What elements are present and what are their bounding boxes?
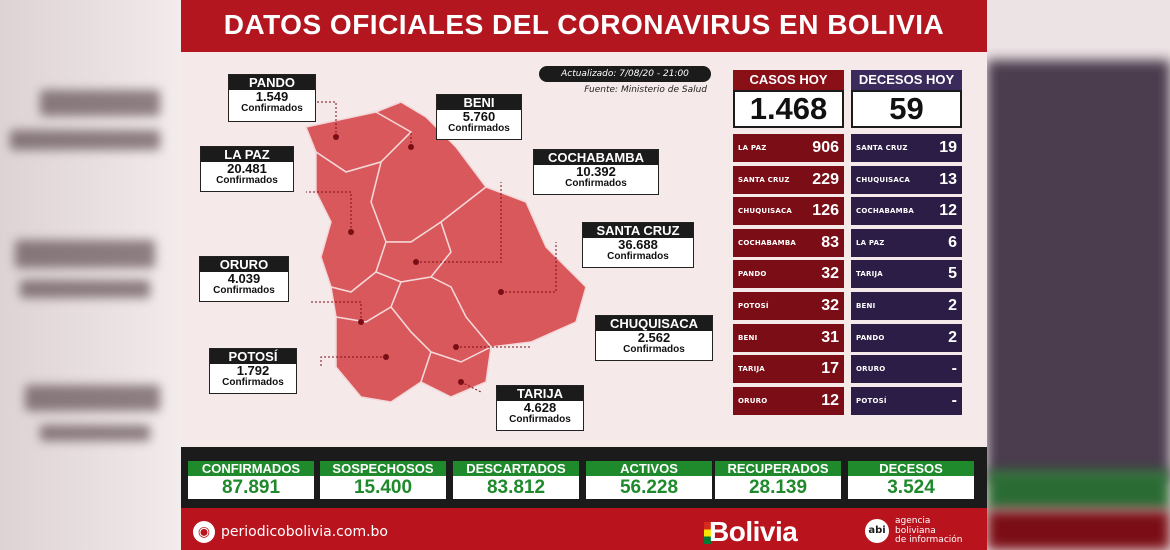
- stat-activos: ACTIVOS 56.228: [586, 461, 712, 501]
- dept-label-beni: BENI 5.760 Confirmados: [436, 94, 522, 140]
- stat-recuperados: RECUPERADOS 28.139: [715, 461, 841, 501]
- agency-name: agencia boliviana de información: [895, 516, 963, 545]
- deaths-row: ORURO -: [851, 355, 962, 384]
- deaths-row: BENI 2: [851, 291, 962, 320]
- cases-row: ORURO 12: [733, 386, 844, 415]
- cases-row: COCHABAMBA 83: [733, 228, 844, 257]
- updated-timestamp: Actualizado: 7/08/20 - 21:00: [539, 66, 711, 82]
- deaths-today-header: DECESOS HOY: [851, 70, 962, 90]
- dept-label-pando: PANDO 1.549 Confirmados: [228, 74, 316, 122]
- cases-row: PANDO 32: [733, 260, 844, 289]
- cases-row: SANTA CRUZ 229: [733, 165, 844, 194]
- deaths-today-panel: DECESOS HOY 59 SANTA CRUZ 19 CHUQUISACA 13…: [851, 70, 962, 418]
- infographic-card: DATOS OFICIALES DEL CORONAVIRUS EN BOLIV…: [181, 0, 987, 550]
- right-blurred-background: [987, 0, 1170, 550]
- deaths-row: LA PAZ 6: [851, 228, 962, 257]
- cases-row: TARIJA 17: [733, 355, 844, 384]
- dept-label-potosi: POTOSÍ 1.792 Confirmados: [209, 348, 297, 394]
- dept-label-chuquisaca: CHUQUISACA 2.562 Confirmados: [595, 315, 713, 361]
- bolivia-map: [296, 101, 587, 403]
- map-region-tarija: [420, 345, 492, 398]
- cases-row: BENI 31: [733, 323, 844, 352]
- left-blurred-background: [0, 0, 181, 550]
- cases-row: LA PAZ 906: [733, 134, 844, 162]
- summary-bar: CONFIRMADOS 87.891 SOSPECHOSOS 15.400 DESC…: [181, 447, 987, 508]
- dept-label-la-paz: LA PAZ 20.481 Confirmados: [200, 146, 294, 192]
- bolivia-brand-logo: Bolivia: [709, 516, 798, 547]
- footer-bar: ◉ periodicobolivia.com.bo Bolivia abi ag…: [181, 508, 987, 550]
- dept-label-santa-cruz: SANTA CRUZ 36.688 Confirmados: [582, 222, 694, 268]
- stat-descartados: DESCARTADOS 83.812: [453, 461, 579, 501]
- abi-logo: abi: [865, 519, 889, 543]
- deaths-today-total: 59: [851, 90, 962, 128]
- deaths-row: COCHABAMBA 12: [851, 197, 962, 226]
- dept-label-oruro: ORURO 4.039 Confirmados: [199, 256, 289, 302]
- cases-today-header: CASOS HOY: [733, 70, 844, 90]
- page-title: DATOS OFICIALES DEL CORONAVIRUS EN BOLIV…: [223, 9, 945, 40]
- stat-decesos: DECESOS 3.524: [848, 461, 974, 501]
- cases-today-panel: CASOS HOY 1.468 LA PAZ 906 SANTA CRUZ 229 …: [733, 70, 844, 418]
- deaths-row: POTOSÍ -: [851, 386, 962, 415]
- cases-row: POTOSÍ 32: [733, 291, 844, 320]
- deaths-row: TARIJA 5: [851, 260, 962, 289]
- dept-label-cochabamba: COCHABAMBA 10.392 Confirmados: [533, 149, 659, 195]
- website-link[interactable]: ◉ periodicobolivia.com.bo: [193, 521, 388, 543]
- dept-label-tarija: TARIJA 4.628 Confirmados: [496, 385, 584, 431]
- globe-icon: ◉: [193, 521, 215, 543]
- header-bar: DATOS OFICIALES DEL CORONAVIRUS EN BOLIV…: [181, 0, 987, 52]
- website-text: periodicobolivia.com.bo: [221, 524, 388, 540]
- deaths-row: SANTA CRUZ 19: [851, 134, 962, 162]
- deaths-row: PANDO 2: [851, 323, 962, 352]
- source-note: Fuente: Ministerio de Salud: [584, 85, 707, 95]
- bolivia-flag-icon: [704, 522, 712, 544]
- cases-today-total: 1.468: [733, 90, 844, 128]
- deaths-row: CHUQUISACA 13: [851, 165, 962, 194]
- stat-sospechosos: SOSPECHOSOS 15.400: [320, 461, 446, 501]
- stat-confirmados: CONFIRMADOS 87.891: [188, 461, 314, 501]
- cases-row: CHUQUISACA 126: [733, 197, 844, 226]
